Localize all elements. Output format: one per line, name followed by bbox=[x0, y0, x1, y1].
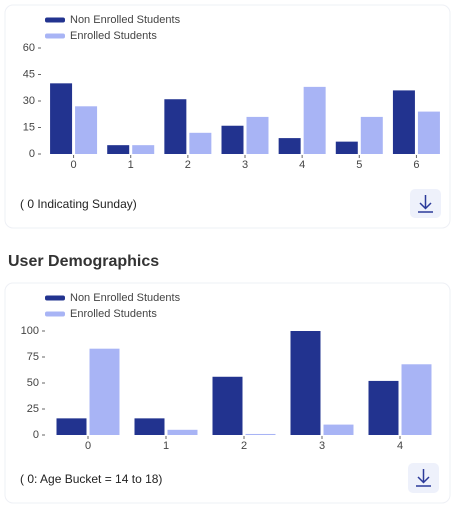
legend-label: Enrolled Students bbox=[70, 308, 157, 320]
y-tick-label: 75 bbox=[27, 351, 39, 363]
y-tick-label: 15 bbox=[23, 121, 35, 133]
bar bbox=[368, 380, 399, 435]
legend-label: Enrolled Students bbox=[70, 30, 157, 42]
bar bbox=[246, 116, 269, 154]
y-tick-label: 50 bbox=[27, 377, 39, 389]
bar bbox=[56, 418, 87, 435]
bar bbox=[89, 348, 120, 435]
x-tick-label: 2 bbox=[185, 159, 191, 171]
bar bbox=[132, 145, 155, 154]
note: ( 0 Indicating Sunday) bbox=[20, 197, 137, 211]
x-tick-label: 0 bbox=[85, 440, 91, 452]
bar bbox=[164, 99, 187, 154]
bar bbox=[75, 106, 98, 154]
bar bbox=[134, 418, 165, 435]
bar bbox=[303, 86, 326, 154]
legend-swatch bbox=[45, 311, 65, 317]
bar bbox=[417, 111, 440, 154]
card bbox=[4, 4, 451, 229]
bar bbox=[278, 138, 301, 154]
x-tick-label: 3 bbox=[242, 159, 248, 171]
x-tick-label: 6 bbox=[413, 159, 419, 171]
download-button[interactable] bbox=[410, 189, 441, 218]
y-tick-label: 100 bbox=[21, 325, 39, 337]
legend-label: Non Enrolled Students bbox=[70, 14, 181, 26]
legend-swatch bbox=[45, 33, 65, 39]
legend-swatch bbox=[45, 295, 65, 301]
x-tick-label: 4 bbox=[299, 159, 305, 171]
y-tick-label: 0 bbox=[29, 148, 35, 160]
note: ( 0: Age Bucket = 14 to 18) bbox=[20, 472, 162, 486]
bar bbox=[245, 433, 276, 435]
legend-label: Non Enrolled Students bbox=[70, 292, 181, 304]
x-tick-label: 5 bbox=[356, 159, 362, 171]
y-tick-label: 60 bbox=[23, 42, 35, 54]
bar bbox=[221, 125, 244, 154]
x-tick-label: 2 bbox=[241, 440, 247, 452]
bar bbox=[335, 141, 358, 154]
legend-swatch bbox=[45, 17, 65, 23]
bar bbox=[50, 83, 73, 154]
y-tick-label: 0 bbox=[33, 429, 39, 441]
bar bbox=[401, 364, 432, 435]
x-tick-label: 1 bbox=[128, 159, 134, 171]
y-tick-label: 30 bbox=[23, 95, 35, 107]
bar bbox=[107, 145, 130, 154]
y-tick-label: 25 bbox=[27, 403, 39, 415]
x-tick-label: 1 bbox=[163, 440, 169, 452]
bar bbox=[323, 424, 354, 435]
x-tick-label: 0 bbox=[71, 159, 77, 171]
bar bbox=[290, 331, 321, 435]
bar bbox=[212, 376, 243, 435]
bar bbox=[392, 90, 415, 154]
bar bbox=[360, 116, 383, 154]
x-tick-label: 3 bbox=[319, 440, 325, 452]
y-tick-label: 45 bbox=[23, 68, 35, 80]
bar bbox=[167, 429, 198, 435]
bar bbox=[189, 132, 212, 154]
section-title: User Demographics bbox=[8, 253, 159, 270]
x-tick-label: 4 bbox=[397, 440, 403, 452]
download-button[interactable] bbox=[408, 463, 439, 493]
